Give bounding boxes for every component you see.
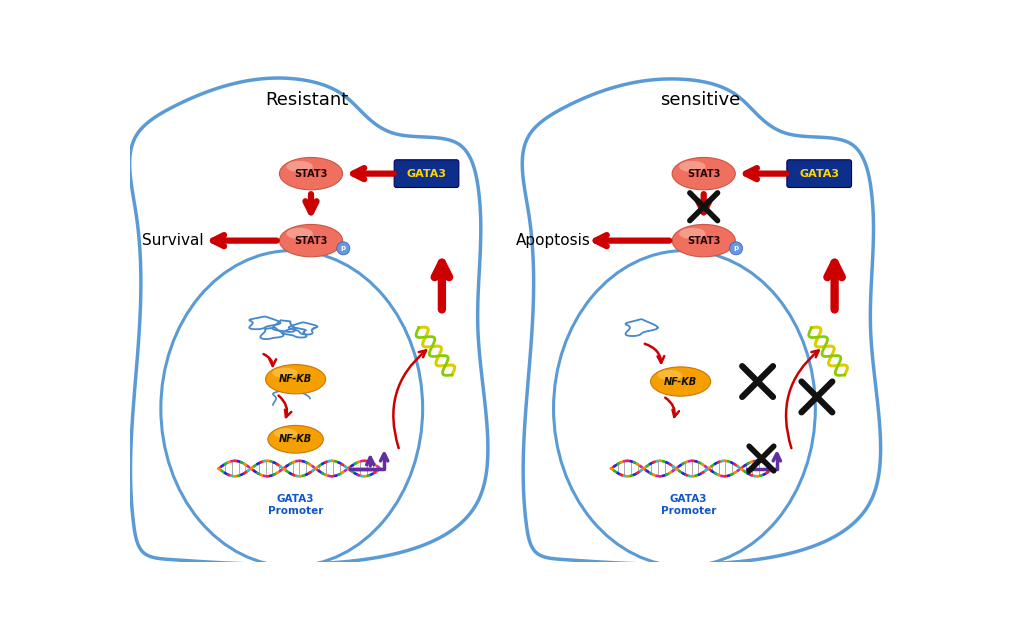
Text: NF-KB: NF-KB [279,434,312,444]
Text: GATA3
Promoter: GATA3 Promoter [660,494,715,516]
Text: STAT3: STAT3 [294,169,327,179]
Ellipse shape [672,157,735,190]
Text: p: p [733,245,738,252]
Text: STAT3: STAT3 [687,236,719,246]
PathPatch shape [129,78,487,564]
PathPatch shape [522,79,879,564]
Ellipse shape [672,224,735,257]
Ellipse shape [268,425,323,453]
Text: NF-KB: NF-KB [663,377,696,387]
Text: p: p [340,245,345,252]
Ellipse shape [679,161,705,172]
FancyBboxPatch shape [786,160,851,188]
Ellipse shape [679,228,705,239]
Ellipse shape [286,228,313,239]
Text: sensitive: sensitive [659,92,739,109]
Text: GATA3: GATA3 [799,169,839,179]
Text: GATA3: GATA3 [407,169,446,179]
Ellipse shape [161,251,422,566]
Ellipse shape [279,157,342,190]
Text: NF-KB: NF-KB [279,374,312,384]
Ellipse shape [272,368,298,378]
Ellipse shape [656,370,682,380]
Ellipse shape [553,251,814,566]
Ellipse shape [286,161,313,172]
Text: Resistant: Resistant [265,92,348,109]
Text: STAT3: STAT3 [294,236,327,246]
FancyBboxPatch shape [393,160,459,188]
Ellipse shape [279,224,342,257]
Ellipse shape [650,367,710,396]
Text: GATA3
Promoter: GATA3 Promoter [268,494,323,516]
Text: Survival: Survival [142,233,203,248]
Ellipse shape [274,428,297,438]
Text: STAT3: STAT3 [687,169,719,179]
Circle shape [336,242,350,255]
Ellipse shape [265,365,325,394]
Circle shape [729,242,742,255]
Text: Apoptosis: Apoptosis [516,233,590,248]
